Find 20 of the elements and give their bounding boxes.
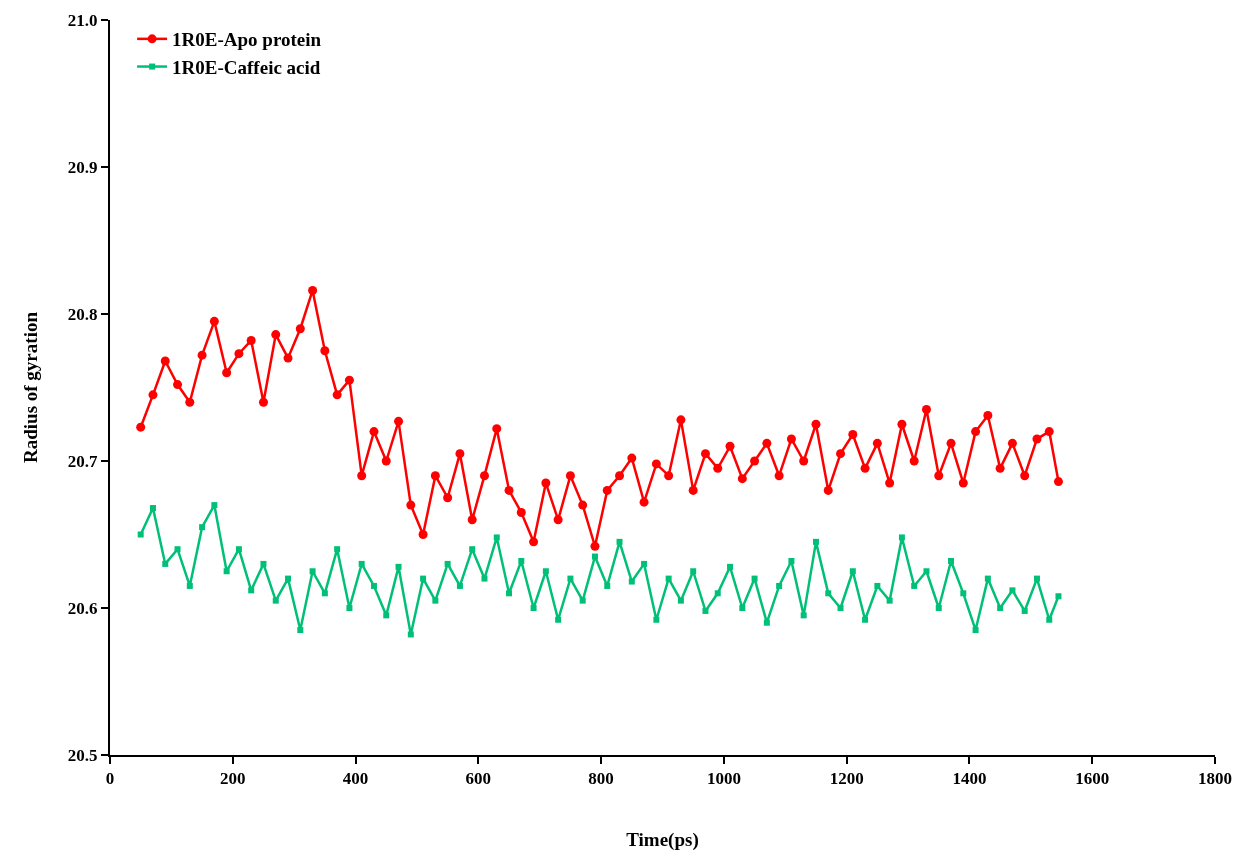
- x-tick-label: 1000: [706, 769, 741, 789]
- legend-label: 1R0E-Caffeic acid: [172, 56, 321, 78]
- x-tick-label: 200: [220, 769, 246, 789]
- x-axis-title: Time(ps): [626, 828, 699, 851]
- y-tick-label: 21.0: [67, 10, 98, 30]
- y-tick-label: 20.9: [67, 157, 98, 177]
- y-tick-label: 20.5: [67, 745, 98, 765]
- y-tick-label: 20.6: [67, 598, 98, 618]
- x-tick-label: 1800: [1198, 769, 1232, 789]
- x-tick-label: 600: [465, 769, 492, 789]
- x-tick-label: 1400: [952, 769, 987, 789]
- x-tick-label: 1600: [1075, 769, 1110, 789]
- x-tick-label: 1200: [829, 769, 864, 789]
- y-tick-label: 20.8: [67, 304, 98, 324]
- y-tick-label: 20.7: [67, 451, 99, 471]
- legend-label: 1R0E-Apo protein: [172, 29, 322, 51]
- x-tick-label: 0: [105, 769, 115, 789]
- x-tick-label: 800: [588, 769, 614, 789]
- x-tick-label: 400: [342, 769, 369, 789]
- y-axis-title: Radius of gyration: [20, 311, 42, 463]
